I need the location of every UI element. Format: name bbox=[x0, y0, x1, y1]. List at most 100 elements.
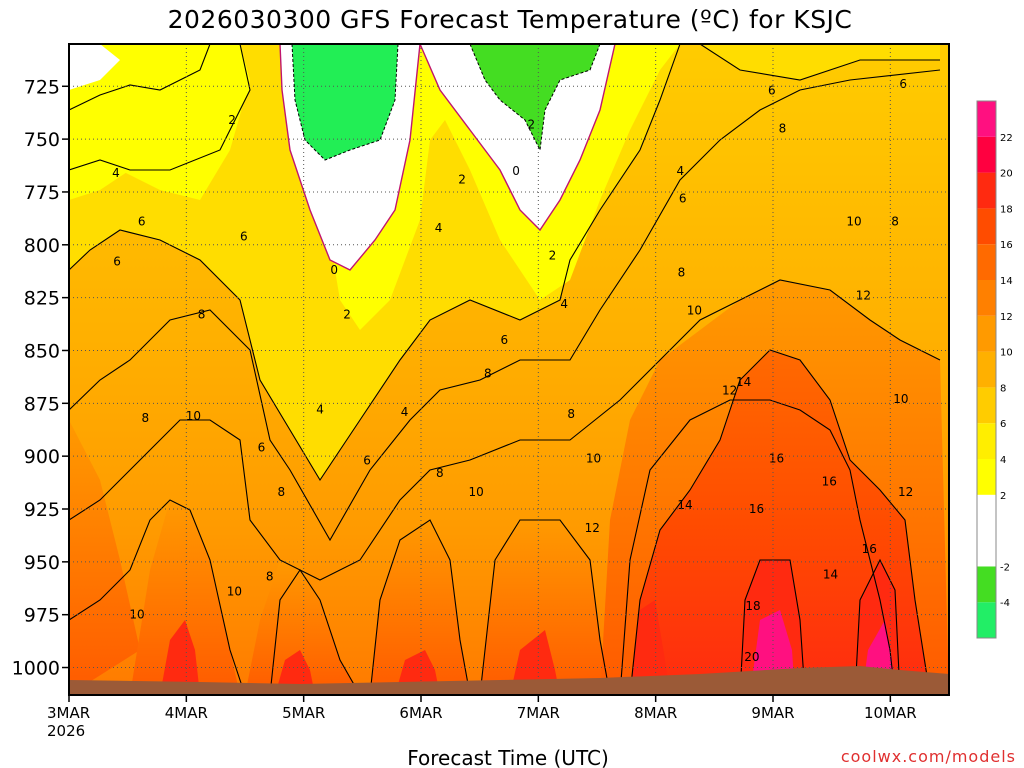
contour-label-23: 2 bbox=[549, 248, 557, 262]
contour-label-7: 10 bbox=[186, 409, 201, 423]
contour-label-11: 8 bbox=[266, 570, 274, 584]
contour-label-27: 10 bbox=[469, 485, 484, 499]
colorbar-label-4: 6 bbox=[1000, 419, 1006, 430]
contour-label-48: 16 bbox=[749, 502, 764, 516]
contour-label-43: 6 bbox=[899, 77, 907, 91]
plot-frame bbox=[68, 43, 950, 696]
colorbar-label-7: 12 bbox=[1000, 312, 1013, 323]
x-tick-label-2: 5MAR bbox=[282, 704, 325, 722]
colorbar-label-11: 20 bbox=[1000, 169, 1013, 180]
colorbar-label-3: 4 bbox=[1000, 455, 1006, 466]
contour-label-24: 4 bbox=[560, 297, 568, 311]
x-tick-label-4: 7MAR bbox=[517, 704, 560, 722]
contour-label-2: 2 bbox=[228, 113, 236, 127]
field-band-orange-1 bbox=[69, 420, 140, 695]
contour-label-10: 10 bbox=[227, 584, 242, 598]
contour-label-44: 10 bbox=[893, 392, 908, 406]
contour-label-1: 6 bbox=[138, 215, 146, 229]
y-tick-label-8: 925 bbox=[24, 499, 60, 521]
field-band-red-1 bbox=[630, 350, 930, 695]
colorbar-band-14 bbox=[977, 101, 996, 137]
field-band-orange-5 bbox=[480, 520, 610, 695]
contour-label-17: 4 bbox=[401, 405, 409, 419]
contour-label-0: 4 bbox=[112, 166, 120, 180]
x-tick-sublabel-0: 2026 bbox=[47, 722, 85, 740]
cold-contour bbox=[291, 44, 601, 161]
field-band-red-9 bbox=[510, 630, 560, 695]
colorbar-band-10 bbox=[977, 244, 996, 280]
contour-label-41: 8 bbox=[891, 215, 899, 229]
contour-label-20: 2 bbox=[458, 172, 466, 186]
contour-label-32: 6 bbox=[679, 191, 687, 205]
colorbar-label-1: -2 bbox=[1000, 562, 1010, 573]
contour-label-12: 8 bbox=[278, 485, 286, 499]
contour-label-28: 8 bbox=[567, 407, 575, 421]
contour-label-47: 16 bbox=[822, 475, 837, 489]
colorbar: -4 -2 2 4 6 8 10 12 14 16 18 20 22 bbox=[976, 100, 1013, 639]
contour-label-13: 0 bbox=[330, 263, 338, 277]
y-tick-label-6: 875 bbox=[24, 393, 60, 415]
colorbar-frame bbox=[976, 100, 997, 639]
terrain bbox=[69, 666, 949, 695]
contour-label-50: 16 bbox=[862, 542, 877, 556]
y-tick-label-2: 775 bbox=[24, 182, 60, 204]
colorbar-band-12 bbox=[977, 172, 996, 209]
x-tick-label-0: 3MAR bbox=[47, 704, 90, 722]
colorbar-band-6 bbox=[977, 387, 996, 424]
contour-label-6: 6 bbox=[240, 229, 248, 243]
contour-labels: 4626886106101088024648420224681081012468… bbox=[112, 77, 921, 685]
contour-label-35: 14 bbox=[677, 498, 692, 512]
field-band-yellow-warm bbox=[69, 44, 940, 480]
field-band-white-west bbox=[69, 44, 120, 90]
field-band-red-10 bbox=[630, 600, 670, 695]
colorbar-band-13 bbox=[977, 136, 996, 173]
plot-area: 4626886106101088024648420224681081012468… bbox=[69, 44, 949, 695]
gridlines bbox=[69, 44, 949, 695]
contour-label-45: 12 bbox=[898, 485, 913, 499]
x-tick-label-3: 6MAR bbox=[399, 704, 442, 722]
colorbar-label-8: 14 bbox=[1000, 276, 1013, 287]
contour-label-52: 20 bbox=[744, 650, 759, 664]
y-tick-label-7: 900 bbox=[24, 446, 60, 468]
y-tick-label-11: 1000 bbox=[12, 658, 60, 680]
colorbar-label-0: -4 bbox=[1000, 598, 1010, 609]
contour-label-26: 8 bbox=[484, 367, 492, 381]
zero-contour bbox=[279, 44, 616, 271]
colorbar-band-11 bbox=[977, 208, 996, 245]
contour-label-33: 8 bbox=[678, 265, 686, 279]
colorbar-band-3 bbox=[977, 494, 996, 531]
contour-label-16: 6 bbox=[363, 453, 371, 467]
colorbar-band-5 bbox=[977, 423, 996, 459]
contour-label-31: 4 bbox=[676, 164, 684, 178]
y-tick-label-4: 825 bbox=[24, 288, 60, 310]
credit-link[interactable]: coolwx.com/models bbox=[841, 747, 1016, 766]
contour-label-38: 6 bbox=[768, 84, 776, 98]
field-band-orange-2 bbox=[130, 500, 240, 695]
x-tick-label-1: 4MAR bbox=[165, 704, 208, 722]
x-axis-label: Forecast Time (UTC) bbox=[407, 746, 609, 768]
contour-label-36: 12 bbox=[722, 384, 737, 398]
contour-label-25: 6 bbox=[500, 333, 508, 347]
field-band-green-1 bbox=[292, 44, 398, 160]
y-tick-label-3: 800 bbox=[24, 235, 60, 257]
x-tick-label-5: 8MAR bbox=[634, 704, 677, 722]
colorbar-band-1 bbox=[977, 566, 996, 603]
colorbar-band-9 bbox=[977, 280, 996, 316]
colorbar-band-7 bbox=[977, 351, 996, 388]
contour-label-3: 6 bbox=[113, 255, 121, 269]
contour-label-30: 12 bbox=[585, 521, 600, 535]
contour-label-51: 18 bbox=[745, 599, 760, 613]
x-tick-label-6: 9MAR bbox=[751, 704, 794, 722]
colorbar-label-6: 10 bbox=[1000, 348, 1013, 359]
contour-label-5: 8 bbox=[198, 308, 206, 322]
x-tick-label-7: 10MAR bbox=[864, 704, 917, 722]
colorbar-band-4 bbox=[977, 459, 996, 495]
y-tick-label-5: 850 bbox=[24, 340, 60, 362]
field-band-yellow bbox=[69, 44, 940, 330]
contour-label-29: 10 bbox=[586, 451, 601, 465]
field-band-orange-4 bbox=[370, 520, 470, 695]
contour-label-46: 16 bbox=[769, 451, 784, 465]
y-axis: 725 750 775 800 825 850 875 900 925 950 975 1000 bbox=[12, 76, 69, 680]
